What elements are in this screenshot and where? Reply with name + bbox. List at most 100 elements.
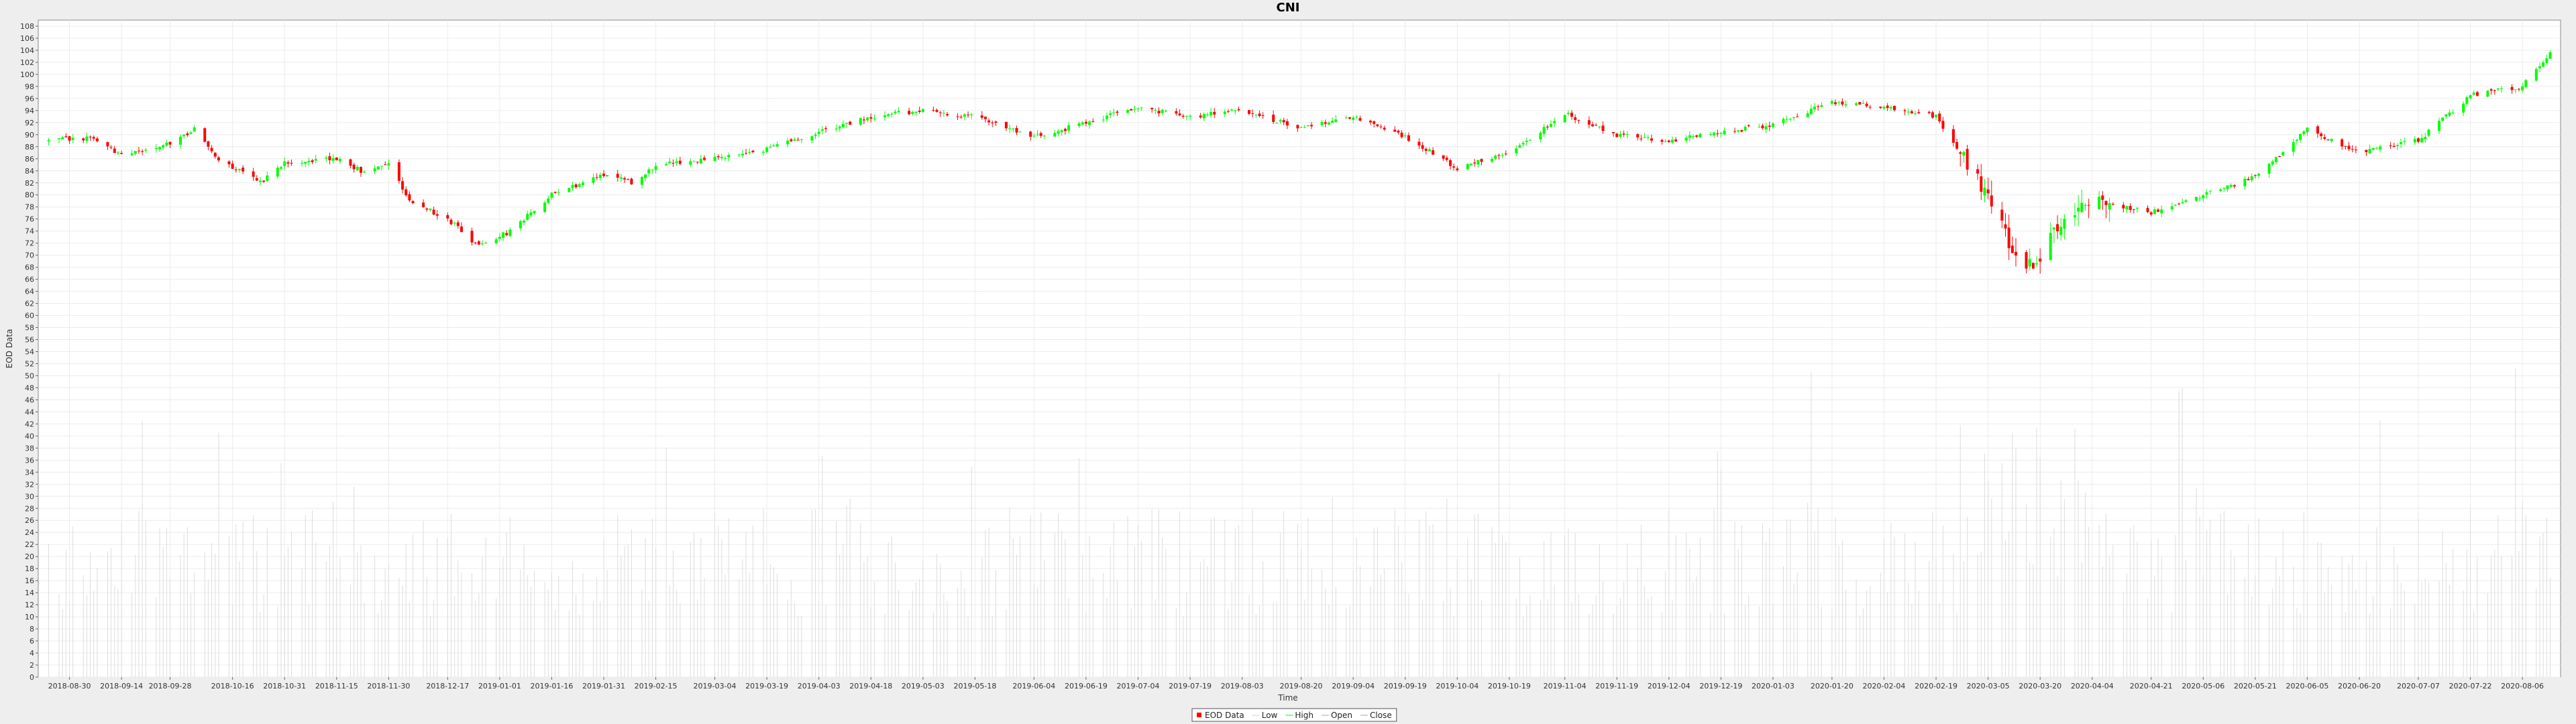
candle-up (301, 163, 304, 164)
candle-down (602, 174, 606, 176)
x-tick-label: 2019-02-15 (635, 682, 678, 690)
x-axis: 2018-08-30 2018-09-14 2018-09-28 2018-10-16… (48, 677, 2544, 690)
candle-down (1369, 121, 1373, 123)
candle-up (2371, 147, 2375, 150)
candle-up (1539, 132, 1542, 139)
y-tick-label: 102 (20, 58, 34, 67)
candle-up (1743, 127, 1747, 131)
candle-up (2267, 164, 2271, 174)
candle-down (203, 128, 207, 142)
candle-up (47, 140, 50, 141)
candle-down (678, 160, 682, 164)
candle-down (918, 111, 921, 113)
candle-down (1358, 118, 1362, 121)
candle-down (1383, 127, 1386, 130)
candle-up (1057, 131, 1060, 134)
candle-up (1185, 116, 1188, 117)
candle-up (1279, 120, 1282, 122)
candle-down (946, 114, 949, 116)
x-tick-label: 2019-01-01 (478, 682, 521, 690)
candle-down (2253, 175, 2257, 176)
candle-up (547, 198, 550, 203)
candle-down (82, 138, 85, 141)
candle-up (640, 177, 643, 185)
y-tick-label: 18 (25, 564, 34, 573)
candle-up (2250, 176, 2253, 180)
candle-down (1432, 150, 1435, 155)
x-tick-label: 2019-09-19 (1384, 682, 1427, 690)
candle-up (165, 142, 168, 146)
candle-down (2247, 179, 2250, 180)
candle-down (1990, 195, 1993, 206)
candle-up (2084, 205, 2087, 206)
candle-down (460, 226, 463, 233)
x-tick-label: 2018-09-14 (100, 682, 143, 690)
candle-down (141, 151, 144, 152)
candle-down (623, 178, 627, 180)
candle-down (2101, 195, 2104, 200)
x-tick-label: 2020-07-22 (2449, 682, 2492, 690)
candle-up (2403, 141, 2406, 142)
candle-up (786, 140, 790, 145)
candle-up (85, 136, 89, 141)
y-tick-label: 26 (25, 516, 34, 525)
candle-up (1334, 119, 1338, 123)
candle-down (1865, 103, 1868, 107)
candle-up (592, 177, 595, 183)
candle-down (751, 150, 755, 153)
chart-title: CNI (1277, 1, 1300, 15)
candle-up (1320, 122, 1324, 125)
candle-up (647, 169, 651, 174)
y-tick-label: 60 (25, 312, 34, 320)
candle-up (2368, 149, 2371, 154)
candle-down (1421, 145, 1424, 149)
candle-up (713, 156, 716, 162)
candle-down (352, 164, 356, 170)
candle-up (619, 177, 623, 179)
y-tick-label: 8 (30, 625, 34, 634)
candle-up (154, 147, 158, 149)
candle-down (470, 231, 474, 243)
candle-down (349, 159, 352, 166)
candle-down (505, 233, 508, 235)
candle-down (2000, 209, 2004, 221)
candle-up (2427, 129, 2430, 136)
candle-up (2125, 206, 2129, 210)
candle-down (68, 136, 71, 141)
candle-down (2416, 138, 2420, 142)
candle-up (1491, 159, 1494, 162)
candle-down (137, 150, 140, 152)
y-tick-label: 68 (25, 263, 34, 272)
y-tick-label: 70 (25, 251, 34, 260)
candle-up (1709, 134, 1712, 135)
candle-down (207, 141, 210, 147)
y-tick-label: 72 (25, 239, 34, 248)
candle-down (1248, 110, 1251, 114)
candle-up (810, 136, 814, 141)
x-tick-label: 2020-04-21 (2130, 682, 2173, 690)
candle-down (1650, 138, 1653, 141)
candle-up (793, 139, 796, 141)
candle-down (935, 109, 938, 112)
y-tick-label: 64 (25, 288, 34, 296)
candle-down (2489, 89, 2493, 91)
candle-up (1914, 113, 1917, 115)
candle-down (2344, 145, 2347, 147)
candle-down (1445, 158, 1448, 160)
candle-up (1081, 122, 1084, 125)
candle-down (1927, 111, 1931, 113)
candle-down (335, 157, 338, 161)
candle-up (1907, 111, 1910, 113)
legend-item-label: Open (1331, 711, 1352, 720)
candle-up (675, 161, 678, 164)
x-tick-label: 2019-06-19 (1065, 682, 1108, 690)
candle-down (2132, 209, 2135, 210)
candle-up (1983, 188, 1986, 196)
candle-down (2015, 251, 2018, 256)
candle-up (179, 136, 182, 145)
candle-up (2049, 233, 2052, 260)
candle-up (897, 111, 900, 113)
candle-down (869, 117, 873, 119)
candle-up (1036, 134, 1039, 135)
x-tick-label: 2018-08-30 (48, 682, 91, 690)
